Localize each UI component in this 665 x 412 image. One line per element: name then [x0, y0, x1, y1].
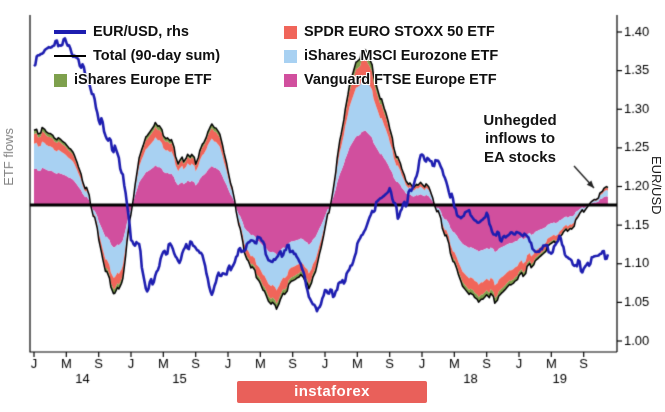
line-marker-icon	[54, 30, 86, 34]
legend-label: SPDR EURO STOXX 50 ETF	[304, 24, 495, 40]
legend-item-5: Vanguard FTSE Europe ETF	[284, 72, 498, 88]
legend-item-1: SPDR EURO STOXX 50 ETF	[284, 24, 498, 40]
legend-label: EUR/USD, rhs	[93, 24, 189, 40]
square-marker-icon	[284, 25, 297, 39]
left-axis-title: ETF flows	[1, 128, 16, 186]
line-marker-icon	[54, 54, 86, 58]
square-marker-icon	[284, 73, 297, 87]
legend-label: Vanguard FTSE Europe ETF	[304, 72, 497, 88]
legend-label: iShares MSCI Eurozone ETF	[304, 48, 499, 64]
legend-item-0: EUR/USD, rhs	[54, 24, 280, 40]
instaforex-watermark: instaforex	[237, 381, 427, 403]
square-marker-icon	[284, 49, 297, 63]
unhedged-inflows-annotation: Unhegded inflows to EA stocks	[483, 112, 557, 166]
legend-item-2: Total (90-day sum)	[54, 48, 280, 64]
square-marker-icon	[54, 73, 67, 87]
legend-label: Total (90-day sum)	[93, 48, 221, 64]
legend-label: iShares Europe ETF	[74, 72, 212, 88]
right-axis-title: EUR/USD	[649, 156, 664, 215]
legend-item-4: iShares Europe ETF	[54, 72, 280, 88]
legend-item-3: iShares MSCI Eurozone ETF	[284, 48, 498, 64]
chart-legend: EUR/USD, rhs SPDR EURO STOXX 50 ETF Total …	[54, 24, 498, 88]
